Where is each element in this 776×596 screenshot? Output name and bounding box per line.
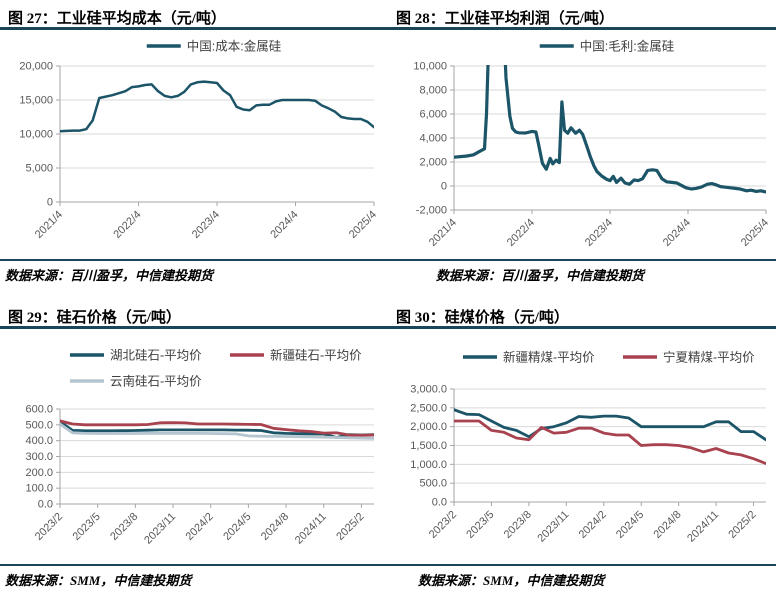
y-tick-label: 1,500.0 [410,440,447,452]
chart-cell-fig30: 0.0 500.0 1,000.0 1,500.0 2,000.0 2,500.0 3,00… [388,329,776,564]
x-tick-label: 2023/4 [190,208,222,240]
legend-label: 中国:毛利:金属硅 [580,38,674,53]
x-tick-label: 2024/11 [685,508,721,544]
x-tick-label: 2024/4 [661,216,693,248]
y-tick-label: 8,000 [419,84,447,96]
y-tick-label: -2,000 [416,204,447,216]
figure-section-bottom: 图 29：硅石价格（元/吨） 图 30：硅煤价格（元/吨） 0.0 100.0 20… [0,299,776,590]
y-tick-label: 100.0 [25,482,53,494]
y-tick-label: 200.0 [25,466,53,478]
x-tick-label: 2023/2 [33,510,65,542]
x-tick-label: 2024/11 [293,510,329,546]
figure-30-source: 数据来源：SMM，中信建投期货 [418,573,605,588]
x-tick-label: 2025/4 [347,208,379,240]
y-tick-label: 400.0 [25,435,53,447]
x-tick-label: 2024/4 [268,208,300,240]
chart-cell-fig28: -2,000 0 2,000 4,000 6,000 8,000 10,000 2021/4 2… [388,30,776,259]
x-tick-label: 2023/4 [583,216,615,248]
y-tick-label: 2,000.0 [410,421,447,433]
y-tick-label: 0.0 [432,496,447,508]
titles-row-bottom: 图 29：硅石价格（元/吨） 图 30：硅煤价格（元/吨） [0,304,776,326]
legend-label: 中国:成本:金属硅 [187,38,281,53]
y-tick-label: 6,000 [419,108,447,120]
y-tick-label: 10,000 [19,128,53,140]
y-tick-label: 0.0 [38,498,53,510]
x-tick-label: 2023/2 [427,508,459,540]
series-line [60,79,374,133]
figure-29-caption: 图 29：硅石价格（元/吨） [8,310,181,326]
divider-line [0,326,776,329]
x-tick-label: 2024/2 [577,508,609,540]
y-tick-label: 2,500.0 [410,402,447,414]
figure-28-source: 数据来源：百川盈孚，中信建投期货 [436,268,645,283]
x-tick-label: 2021/4 [33,208,65,240]
divider-line [0,27,776,30]
y-tick-label: 600.0 [25,403,53,415]
profit-line-chart: -2,000 0 2,000 4,000 6,000 8,000 10,000 2021/4 2… [413,38,771,248]
y-tick-label: 15,000 [19,94,53,106]
x-tick-label: 2023/11 [142,510,178,546]
x-tick-label: 2023/8 [108,510,140,542]
x-tick-label: 2025/2 [334,510,366,542]
series-line [454,64,766,194]
legend-label: 湖北硅石-平均价 [110,347,202,362]
x-tick-label: 2024/5 [614,508,646,540]
divider-line [0,563,776,566]
sources-row-top: 数据来源：百川盈孚，中信建投期货 数据来源：百川盈孚，中信建投期货 [0,261,776,285]
charts-row-bottom: 0.0 100.0 200.0 300.0 400.0 500.0 600.0 2023/2 2… [0,329,776,564]
x-tick-label: 2022/4 [111,208,143,240]
figure-27-caption: 图 27：工业硅平均成本（元/吨） [8,11,226,27]
figure-27-source: 数据来源：百川盈孚，中信建投期货 [5,268,214,283]
legend-label: 新疆硅石-平均价 [270,347,362,362]
x-tick-label: 2023/5 [464,508,496,540]
y-tick-label: 10,000 [413,60,447,72]
y-tick-label: 5,000 [25,162,53,174]
silicon-coal-price-line-chart: 0.0 500.0 1,000.0 1,500.0 2,000.0 2,500.0 3,00… [410,349,766,544]
y-tick-label: 4,000 [419,132,447,144]
figure-30-caption: 图 30：硅煤价格（元/吨） [396,310,569,326]
x-tick-label: 2025/4 [739,216,771,248]
x-tick-label: 2025/2 [726,508,758,540]
series-line [454,407,766,441]
x-tick-label: 2024/8 [259,510,291,542]
series-line [60,419,374,437]
y-tick-label: 2,000 [419,156,447,168]
sources-row-bottom: 数据来源：SMM，中信建投期货 数据来源：SMM，中信建投期货 [0,566,776,590]
y-tick-label: 500.0 [419,477,447,489]
x-tick-label: 2023/11 [535,508,571,544]
figure-28-caption: 图 28：工业硅平均利润（元/吨） [396,11,614,27]
cost-line-chart: 0 5,000 10,000 15,000 20,000 2021/4 2022/4 2023… [19,38,379,240]
x-tick-label: 2023/5 [71,510,103,542]
legend-label: 宁夏精煤-平均价 [663,349,755,364]
y-tick-label: 3,000.0 [410,383,447,395]
titles-row-top: 图 27：工业硅平均成本（元/吨） 图 28：工业硅平均利润（元/吨） [0,5,776,27]
x-tick-label: 2024/2 [184,510,216,542]
charts-row-top: 0 5,000 10,000 15,000 20,000 2021/4 2022/4 2023… [0,30,776,259]
series-line [60,422,374,440]
x-tick-label: 2022/4 [505,216,537,248]
chart-cell-fig29: 0.0 100.0 200.0 300.0 400.0 500.0 600.0 2023/2 2… [0,329,388,564]
divider-line [0,258,776,261]
figure-section-top: 图 27：工业硅平均成本（元/吨） 图 28：工业硅平均利润（元/吨） 0 5,0… [0,0,776,285]
figure-29-source: 数据来源：SMM，中信建投期货 [5,573,192,588]
y-tick-label: 1,000.0 [410,458,447,470]
chart-cell-fig27: 0 5,000 10,000 15,000 20,000 2021/4 2022/4 2023… [0,30,388,259]
y-tick-label: 0 [47,196,53,208]
x-tick-label: 2024/5 [221,510,253,542]
y-tick-label: 20,000 [19,60,53,72]
series-line [454,419,766,465]
legend-label: 云南硅石-平均价 [110,373,202,388]
x-tick-label: 2024/8 [651,508,683,540]
y-tick-label: 300.0 [25,451,53,463]
y-tick-label: 500.0 [25,419,53,431]
x-tick-label: 2023/8 [502,508,534,540]
x-tick-label: 2021/4 [427,216,459,248]
legend-label: 新疆精煤-平均价 [503,349,595,364]
y-tick-label: 0 [441,180,447,192]
